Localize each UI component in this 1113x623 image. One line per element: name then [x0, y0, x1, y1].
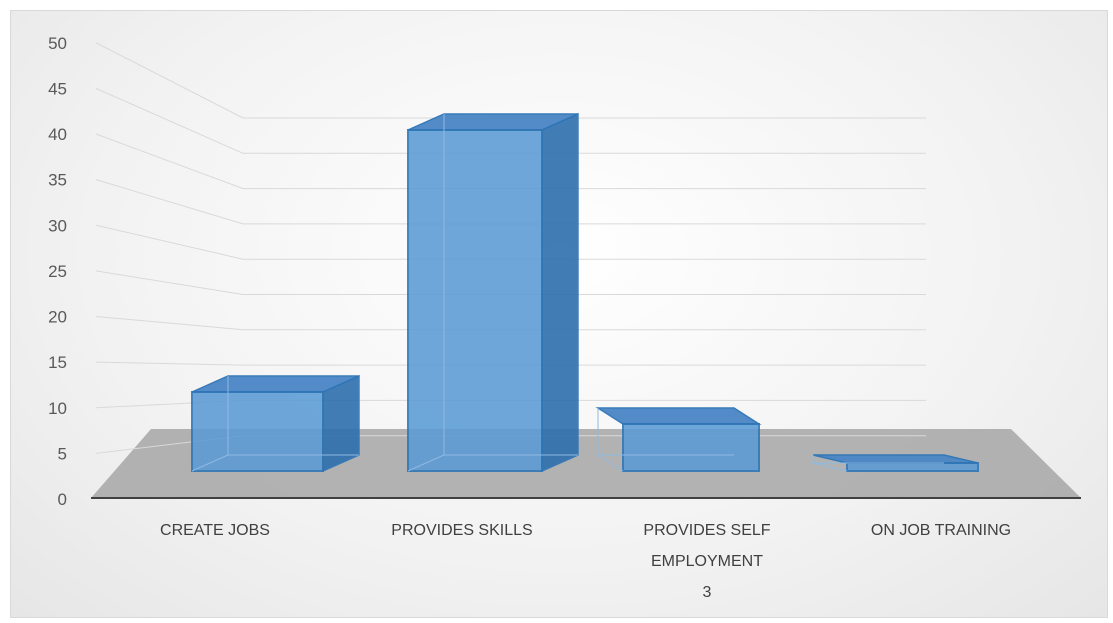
category-label: EMPLOYMENT: [651, 553, 763, 570]
bar: [322, 374, 360, 473]
y-tick-label: 25: [48, 262, 67, 281]
bar-column: [191, 374, 360, 473]
y-tick-label: 0: [58, 490, 67, 509]
bar-column: [407, 112, 579, 473]
y-tick-label: 10: [48, 399, 67, 418]
gridline: [95, 270, 926, 295]
category-label: PROVIDES SKILLS: [391, 522, 532, 539]
y-tick-label: 40: [48, 125, 67, 144]
y-tick-label: 5: [58, 444, 67, 463]
bar: [191, 391, 324, 472]
bar: [191, 454, 229, 472]
y-tick-label: 30: [48, 216, 67, 235]
gridline: [95, 42, 926, 119]
bar: [541, 112, 579, 473]
y-tick-label: 50: [48, 34, 67, 53]
bar-column: [812, 454, 979, 472]
bar: [846, 462, 979, 472]
gridline: [95, 87, 926, 154]
y-tick-label: 45: [48, 79, 67, 98]
bar: [407, 129, 543, 472]
bar: [622, 423, 760, 472]
bar-column: [595, 407, 762, 472]
gridline: [95, 179, 926, 225]
bar: [812, 462, 848, 472]
bar: [597, 454, 624, 472]
y-tick-label: 15: [48, 353, 67, 372]
gridline: [95, 224, 926, 260]
y-tick-label: 20: [48, 308, 67, 327]
category-label: 3: [703, 584, 712, 601]
bar-chart: 0 5 10 15 20 25 30 35 40 45 50 CREATE JOBS PROVIDES …: [48, 34, 1081, 601]
gridline: [95, 133, 926, 190]
bar: [407, 454, 445, 472]
category-label: CREATE JOBS: [160, 522, 270, 539]
y-tick-label: 35: [48, 171, 67, 190]
category-label: ON JOB TRAINING: [871, 522, 1011, 539]
gridline: [95, 316, 926, 331]
chart-area: 0 5 10 15 20 25 30 35 40 45 50 CREATE JOBS PROVIDES …: [10, 10, 1108, 618]
category-label: PROVIDES SELF: [643, 522, 770, 539]
gridline: [95, 361, 926, 366]
bar: [595, 407, 762, 425]
